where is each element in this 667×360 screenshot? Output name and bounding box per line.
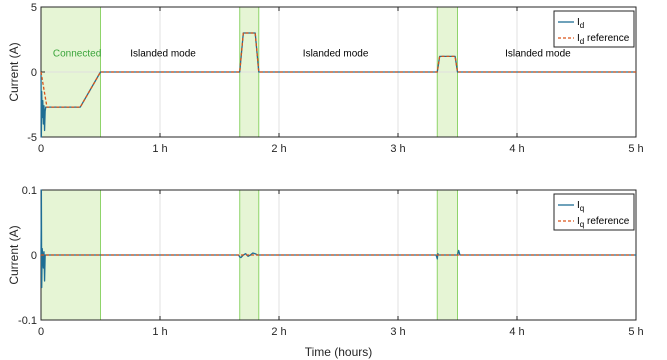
x-tick-label: 4 h [509,143,524,155]
x-tick-label: 4 h [509,326,524,338]
x-tick-label: 2 h [271,143,286,155]
y-tick-label: 0 [31,250,37,262]
y-tick-label: -5 [27,132,37,144]
x-tick-label: 5 h [628,143,643,155]
annotation-label: Islanded mode [130,48,196,59]
y-axis-label: Current (A) [7,42,21,101]
y-tick-label: 0 [31,67,37,79]
annotation-label: Islanded mode [303,48,369,59]
x-tick-label: 1 h [152,143,167,155]
series-line-id_ref [40,32,636,108]
x-tick-label: 0 [38,143,44,155]
legend-label: Iq reference [577,216,630,229]
x-tick-label: 1 h [152,326,167,338]
x-tick-label: 0 [38,326,44,338]
y-axis-label: Current (A) [7,225,21,284]
legend-label: Id [577,17,584,30]
legend: Id Id reference [553,10,635,48]
x-axis-label: Time (hours) [305,345,373,359]
y-tick-label: -0.1 [18,315,37,327]
legend: Iq Iq reference [553,193,635,231]
legend-label: Iq [577,200,584,213]
x-tick-label: 2 h [271,326,286,338]
annotation-label: Islanded mode [505,48,571,59]
annotation-label: Connected [53,48,101,59]
y-tick-label: 5 [31,2,37,14]
legend-box [553,10,635,48]
x-tick-label: 3 h [390,326,405,338]
x-tick-label: 5 h [628,326,643,338]
legend-label: Id reference [577,33,630,46]
y-tick-label: 0.1 [22,185,37,197]
legend-box [553,193,635,231]
series-line-iq [40,189,636,289]
x-tick-label: 3 h [390,143,405,155]
